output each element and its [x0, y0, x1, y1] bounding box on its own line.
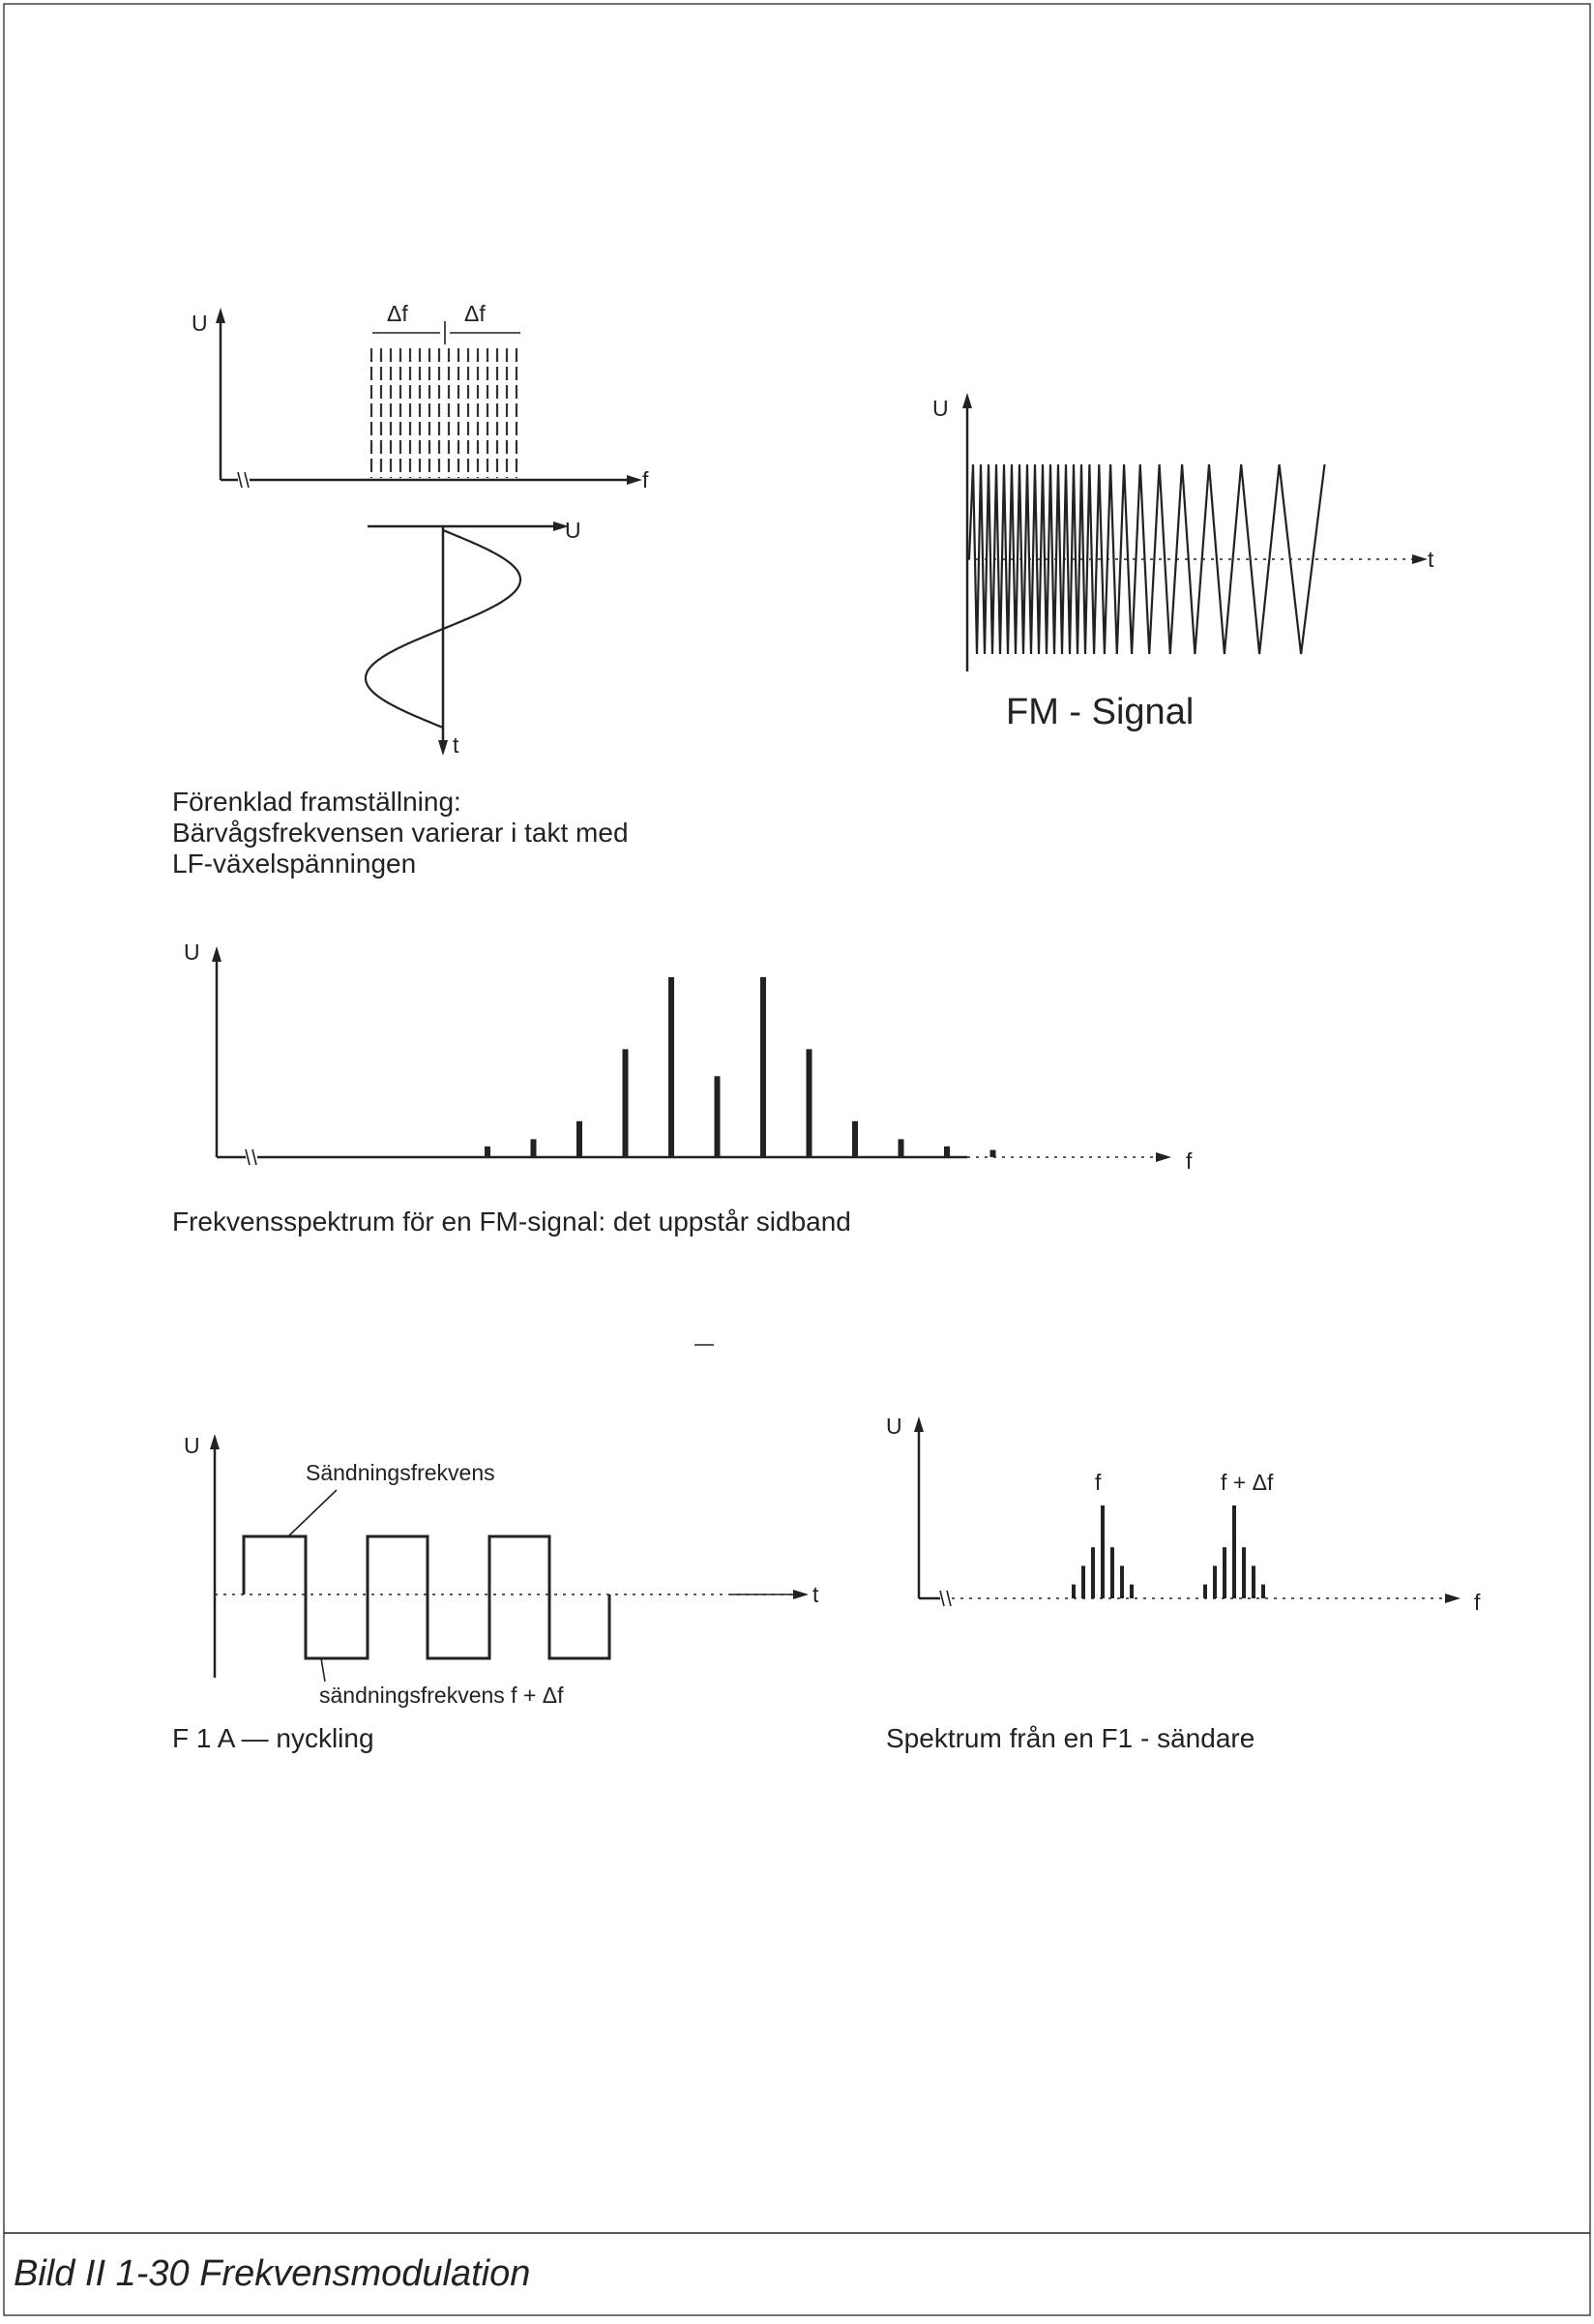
panel-a: U f Δf Δf U t Förenklad framställning: B… [172, 301, 649, 879]
panel-b-fm-signal-wave [967, 463, 1326, 655]
panel-a-dashed-lines [369, 348, 518, 478]
panel-c-y-arrow [212, 946, 221, 962]
panel-e-y-axis-label: U [886, 1414, 902, 1439]
panel-b-caption: FM - Signal [1006, 692, 1194, 732]
panel-a-y-arrow [216, 308, 225, 323]
panel-e: U f f f + Δf Spektrum från en F1 - sända… [886, 1414, 1481, 1753]
panel-a-sub-x-label: U [565, 518, 581, 543]
panel-a-y-axis-label: U [192, 311, 208, 336]
panel-a-lf-sine [364, 528, 522, 730]
panel-d-bottom-leader [320, 1657, 326, 1683]
panel-c-x-axis-label: f [1186, 1148, 1193, 1174]
panel-d: U t Sändningsfrekvens sändningsfrekvens … [172, 1433, 819, 1753]
panel-b-x-axis-label: t [1428, 547, 1434, 572]
panel-a-caption-line-2: Bärvågsfrekvensen varierar i takt med [172, 818, 629, 848]
panel-c-axis-break [245, 1148, 257, 1166]
panel-b: U t FM - Signal [932, 393, 1434, 732]
panel-e-axis-break [939, 1590, 952, 1607]
panel-e-caption: Spektrum från en F1 - sändare [886, 1723, 1255, 1753]
panel-d-y-axis-label: U [184, 1433, 200, 1458]
panel-e-x-axis-label: f [1474, 1590, 1481, 1615]
figure-caption: Bild II 1-30 Frekvensmodulation [14, 2253, 530, 2294]
panel-a-caption-line-1: Förenklad framställning: [172, 787, 461, 817]
panel-d-y-arrow [210, 1434, 220, 1449]
panel-c: U f Frekvensspektrum för en FM-signal: d… [172, 939, 1193, 1236]
panel-e-y-arrow [914, 1416, 924, 1432]
panel-d-label-top: Sändningsfrekvens [306, 1460, 495, 1485]
panel-d-x-axis-label: t [812, 1582, 819, 1607]
panel-b-x-arrow [1412, 554, 1428, 564]
panel-d-caption: F 1 A — nyckling [172, 1723, 374, 1753]
panel-a-delta-right: Δf [464, 301, 486, 326]
panel-c-y-axis-label: U [184, 939, 200, 965]
panel-d-label-bottom: sändningsfrekvens f + Δf [319, 1683, 564, 1708]
panel-c-x-arrow [1156, 1152, 1171, 1162]
panel-a-sub-x-arrow [553, 521, 569, 531]
panel-d-x-arrow [793, 1590, 809, 1599]
panel-e-label-f: f [1095, 1470, 1102, 1495]
panel-a-sub-y-arrow [438, 740, 448, 756]
panel-b-y-arrow [962, 393, 972, 408]
panel-a-sub-y-label: t [453, 732, 459, 758]
panel-a-delta-left: Δf [387, 301, 408, 326]
panel-e-spectrum-bars [1072, 1505, 1265, 1598]
panel-c-spectrum-bars [485, 977, 996, 1157]
panel-c-caption: Frekvensspektrum för en FM-signal: det u… [172, 1207, 851, 1236]
panel-b-y-axis-label: U [932, 396, 949, 421]
panel-a-caption-line-3: LF-växelspänningen [172, 849, 416, 879]
panel-a-x-axis-label: f [642, 467, 649, 492]
page-border [3, 3, 1591, 2316]
panel-d-keying-waveform [242, 1534, 611, 1660]
panel-d-top-leader [287, 1489, 338, 1537]
panel-e-x-arrow [1445, 1594, 1461, 1603]
panel-a-x-arrow [627, 475, 642, 485]
panel-e-label-f-delta: f + Δf [1221, 1470, 1274, 1495]
panel-a-axis-break [237, 471, 250, 489]
